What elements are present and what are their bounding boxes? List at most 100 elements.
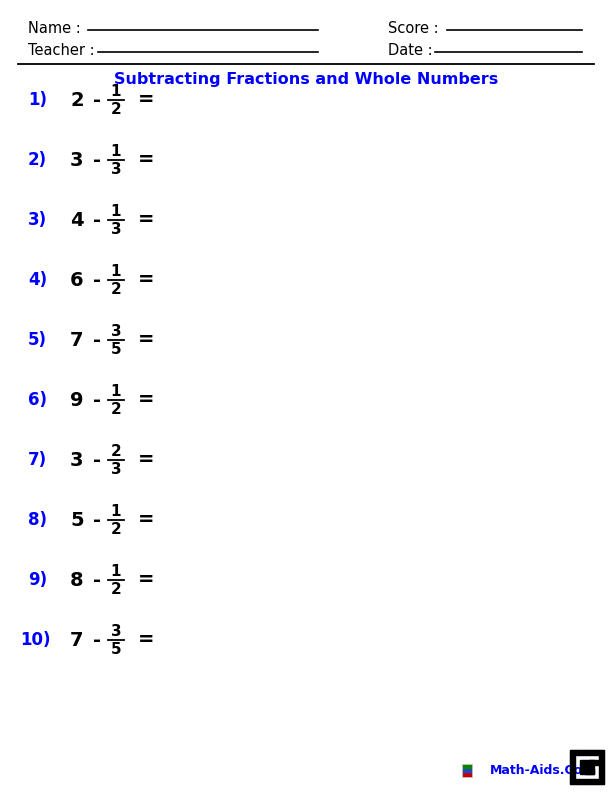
Text: =: = (138, 390, 154, 409)
Text: 5: 5 (70, 511, 84, 530)
Bar (570, 760, 575, 764)
Bar (589, 764, 594, 770)
Bar (584, 760, 589, 764)
Text: 7: 7 (70, 330, 83, 349)
Bar (589, 760, 594, 764)
Text: =: = (138, 630, 154, 649)
Bar (584, 750, 589, 755)
Bar (599, 750, 604, 755)
Bar (589, 779, 594, 784)
Text: 1: 1 (111, 563, 121, 578)
Text: =: = (138, 150, 154, 169)
Text: -: - (93, 390, 101, 409)
Text: 4: 4 (70, 211, 84, 230)
Text: -: - (93, 451, 101, 470)
Bar (589, 760, 594, 764)
Text: 2: 2 (111, 581, 121, 596)
Text: -: - (93, 150, 101, 169)
Bar (463, 772, 471, 776)
Text: =: = (138, 90, 154, 109)
Text: 3: 3 (70, 451, 83, 470)
Text: 1: 1 (111, 504, 121, 519)
Text: 5: 5 (111, 341, 121, 356)
Text: -: - (93, 271, 101, 290)
Bar (570, 750, 604, 784)
Bar (584, 779, 589, 784)
Bar (575, 750, 580, 755)
Bar (570, 775, 575, 779)
Text: 1: 1 (111, 264, 121, 279)
Bar (589, 750, 594, 755)
Text: Score :: Score : (388, 21, 439, 36)
Text: -: - (93, 511, 101, 530)
Bar (463, 768, 471, 772)
Bar (589, 770, 594, 775)
Bar (575, 779, 580, 784)
Bar (599, 764, 604, 770)
Text: 3: 3 (111, 462, 121, 477)
Text: 2: 2 (111, 444, 121, 459)
Bar (570, 764, 575, 770)
Text: 2: 2 (70, 90, 84, 109)
Text: Name :: Name : (28, 21, 81, 36)
Text: -: - (93, 211, 101, 230)
Text: 1: 1 (111, 383, 121, 398)
Text: 3: 3 (70, 150, 83, 169)
Text: -: - (93, 630, 101, 649)
Text: 3: 3 (111, 162, 121, 177)
Bar (584, 770, 589, 775)
Bar (589, 770, 594, 775)
Text: 2: 2 (111, 402, 121, 417)
Bar (599, 770, 604, 775)
Bar (580, 770, 584, 775)
Bar (570, 779, 575, 784)
Text: 7): 7) (28, 451, 47, 469)
Text: 2: 2 (111, 101, 121, 116)
Bar (462, 764, 472, 777)
Text: 3: 3 (111, 623, 121, 638)
Text: 6: 6 (70, 271, 84, 290)
Text: 1: 1 (111, 83, 121, 98)
Bar (580, 760, 584, 764)
Text: 8): 8) (28, 511, 47, 529)
Text: 10): 10) (20, 631, 51, 649)
Bar (570, 770, 575, 775)
Bar (599, 779, 604, 784)
Text: Teacher :: Teacher : (28, 43, 95, 58)
Text: 6): 6) (28, 391, 47, 409)
Text: 7: 7 (70, 630, 83, 649)
Text: =: = (138, 330, 154, 349)
Text: 1: 1 (111, 143, 121, 158)
Bar (570, 750, 575, 755)
Text: -: - (93, 90, 101, 109)
Bar (580, 750, 584, 755)
Bar (584, 770, 589, 775)
Text: 3: 3 (111, 222, 121, 237)
Text: 3: 3 (111, 323, 121, 338)
Text: =: = (138, 271, 154, 290)
Text: 3): 3) (28, 211, 47, 229)
Text: 5): 5) (28, 331, 47, 349)
Bar (599, 755, 604, 760)
Text: 9): 9) (28, 571, 47, 589)
Bar (594, 750, 599, 755)
Bar (584, 764, 589, 770)
Text: =: = (138, 511, 154, 530)
Text: 5: 5 (111, 642, 121, 657)
Text: -: - (93, 330, 101, 349)
Bar (570, 755, 575, 760)
Bar (594, 779, 599, 784)
Text: 4): 4) (28, 271, 47, 289)
Text: =: = (138, 211, 154, 230)
Text: 8: 8 (70, 570, 84, 589)
Text: 2: 2 (111, 281, 121, 296)
Bar (570, 750, 604, 784)
Bar (594, 760, 599, 764)
Text: =: = (138, 570, 154, 589)
Text: 2): 2) (28, 151, 47, 169)
Bar (580, 779, 584, 784)
Text: 1: 1 (111, 204, 121, 219)
Bar (463, 764, 471, 768)
Text: 1): 1) (28, 91, 47, 109)
Text: Date :: Date : (388, 43, 433, 58)
